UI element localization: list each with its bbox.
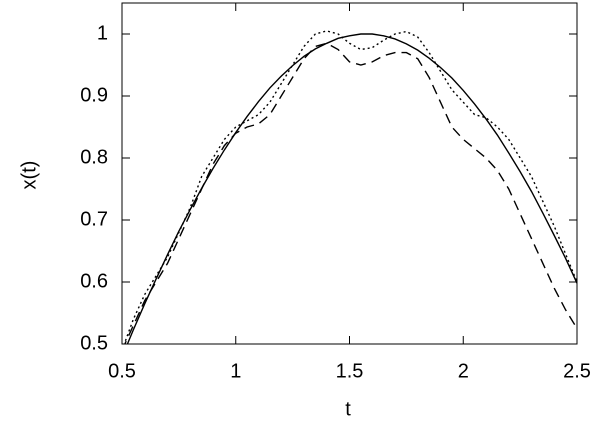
- y-tick-label: 0.8: [80, 146, 108, 168]
- x-tick-label: 1: [230, 360, 241, 382]
- line-series: [126, 33, 577, 344]
- y-tick-label: 0.5: [80, 332, 108, 354]
- line-series: [123, 30, 577, 344]
- y-tick-label: 1: [97, 22, 108, 44]
- y-tick-label: 0.9: [80, 84, 108, 106]
- x-tick-label: 1.5: [336, 360, 364, 382]
- y-tick-label: 0.6: [80, 270, 108, 292]
- plot-area: [123, 30, 577, 344]
- y-tick-label: 0.7: [80, 208, 108, 230]
- x-tick-label: 2.5: [563, 360, 591, 382]
- line-series: [124, 42, 577, 344]
- y-axis-label: x(t): [18, 161, 40, 190]
- x-axis-label: t: [345, 398, 351, 420]
- x-tick-label: 2: [458, 360, 469, 382]
- plot-frame: [121, 2, 578, 345]
- x-tick-label: 0.5: [108, 360, 136, 382]
